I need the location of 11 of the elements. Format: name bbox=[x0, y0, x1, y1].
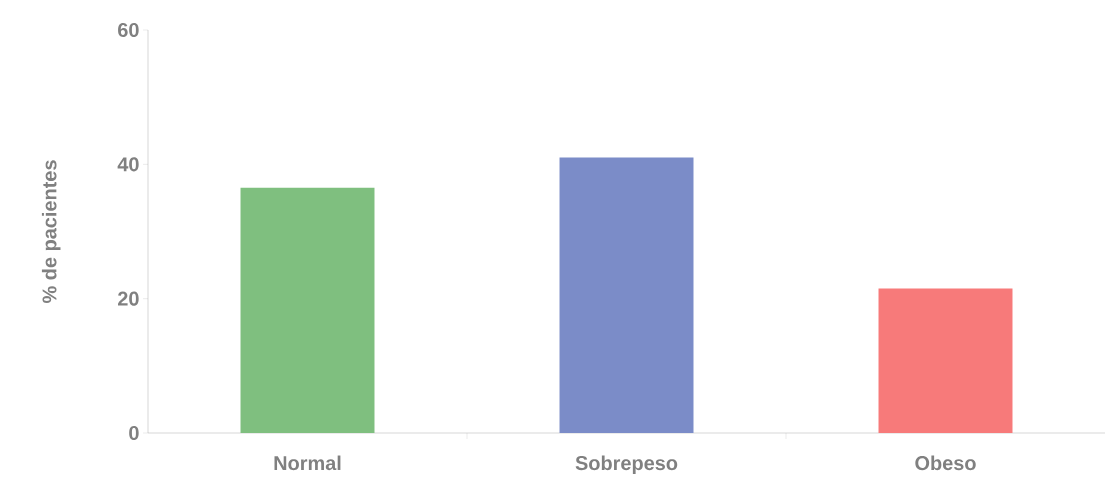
y-tick-label: 20 bbox=[118, 291, 139, 306]
x-tick-label: Normal bbox=[274, 455, 341, 471]
bar bbox=[240, 187, 375, 433]
x-tick-label: Obeso bbox=[915, 455, 976, 471]
x-tick-label: Sobrepeso bbox=[575, 455, 678, 475]
bar bbox=[878, 288, 1013, 433]
y-tick-label: 60 bbox=[118, 22, 139, 38]
y-tick-label: 40 bbox=[117, 157, 139, 172]
y-tick-label: 0 bbox=[129, 425, 139, 441]
bar bbox=[559, 157, 694, 433]
y-axis-title: % de pacientes bbox=[41, 160, 61, 303]
